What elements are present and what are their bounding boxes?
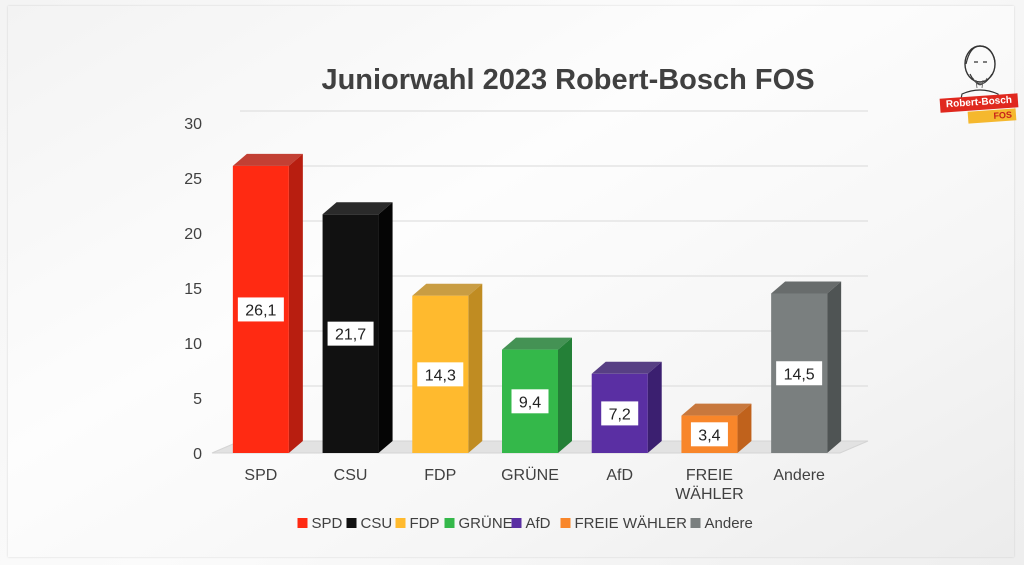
bar-side [378, 202, 393, 453]
x-tick-label: AfD [606, 467, 633, 484]
x-tick-label: Andere [773, 467, 825, 484]
bar-side [827, 281, 842, 453]
x-tick-label: FDP [424, 467, 456, 484]
data-label: 9,4 [519, 394, 541, 411]
bar-top [232, 153, 303, 166]
bar-side [558, 337, 572, 453]
robert-bosch-portrait-logo [959, 45, 1001, 105]
y-tick-label: 5 [193, 391, 202, 408]
legend-label: GRÜNE [459, 514, 513, 532]
data-label: 14,3 [425, 367, 456, 384]
y-tick-label: 15 [184, 281, 202, 298]
legend-label: CSU [361, 515, 393, 532]
legend-swatch [395, 518, 406, 528]
bar-top [412, 283, 483, 296]
legend-swatch [444, 518, 455, 528]
data-label: 3,4 [698, 427, 720, 444]
legend-swatch [560, 518, 571, 528]
data-label: 26,1 [245, 302, 276, 319]
legend-label: FDP [410, 515, 440, 532]
chart-title: Juniorwahl 2023 Robert-Bosch FOS [321, 64, 815, 96]
legend-swatch [297, 518, 308, 528]
data-label-box [237, 297, 284, 322]
bar-side [288, 153, 303, 453]
legend-swatch [346, 518, 357, 528]
legend-label: AfD [526, 515, 551, 532]
data-label-box [417, 362, 464, 387]
bar-top [681, 403, 752, 416]
data-label: 14,5 [784, 366, 815, 383]
x-tick-label: SPD [244, 467, 277, 484]
bar-top [771, 281, 842, 294]
slide-background: Juniorwahl 2023 Robert-Bosch FOS Robert-… [8, 6, 1019, 557]
data-label-box [511, 389, 549, 414]
data-label-box [690, 422, 728, 447]
legend-label: Andere [705, 515, 753, 532]
x-tick-label: WÄHLER [675, 485, 743, 503]
data-label-box [601, 401, 639, 426]
data-label: 7,2 [609, 406, 631, 423]
data-label-box [327, 321, 374, 346]
y-tick-label: 30 [184, 116, 202, 133]
bar-top [322, 202, 393, 215]
bar-top [591, 361, 662, 374]
y-tick-label: 0 [193, 446, 202, 463]
x-tick-label: GRÜNE [501, 466, 559, 484]
y-tick-label: 20 [184, 226, 202, 243]
bar-side [647, 361, 662, 453]
legend-label: SPD [312, 515, 343, 532]
y-tick-label: 10 [184, 336, 202, 353]
legend-label: FREIE WÄHLER [575, 515, 688, 532]
x-tick-label: FREIE [686, 467, 733, 484]
bar-side [468, 283, 483, 453]
bar-side [737, 403, 752, 453]
data-label-box [776, 361, 823, 386]
legend-swatch [511, 518, 522, 528]
y-tick-label: 25 [184, 171, 202, 188]
data-label: 21,7 [335, 327, 366, 344]
x-tick-label: CSU [334, 467, 368, 484]
legend-swatch [690, 518, 701, 528]
bar-top [502, 337, 572, 350]
